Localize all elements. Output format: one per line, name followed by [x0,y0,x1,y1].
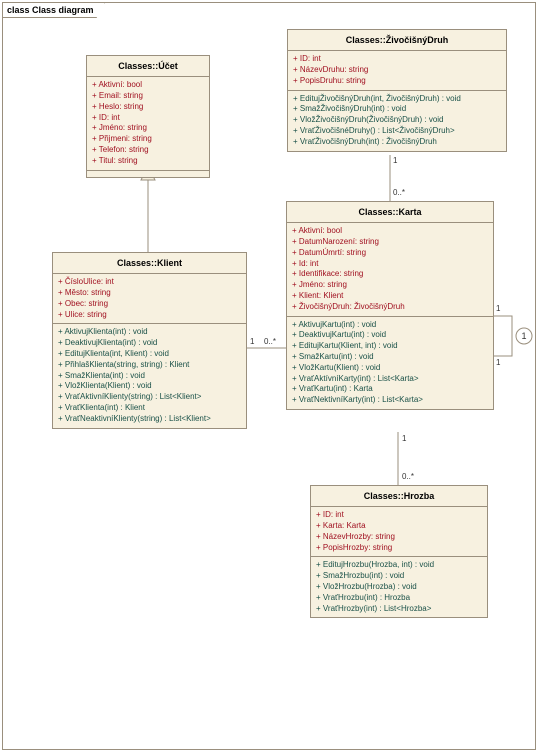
mult-label: 0..* [393,188,405,197]
method-row: + VraťHrozbu(int) : Hrozba [316,593,482,604]
method-row: + VložKartu(Klient) : void [292,363,488,374]
attr-row: + Email: string [92,91,204,102]
class-zd-methods: + EditujŽivočišnýDruh(int, ŽivočišnýDruh… [288,91,506,151]
class-karta-attrs: + Aktivní: bool + DatumNarození: string … [287,223,493,316]
attr-row: + Karta: Karta [316,521,482,532]
method-row: + SmažHrozbu(int) : void [316,571,482,582]
attr-row: + PopisHrozby: string [316,543,482,554]
method-row: + AktivujKartu(int) : void [292,320,488,331]
method-row: + VraťAktívníKarty(int) : List<Karta> [292,374,488,385]
attr-row: + PopisDruhu: string [293,76,501,87]
method-row: + VraťKlienta(int) : Klient [58,403,241,414]
class-hrozba-title: Classes::Hrozba [311,486,487,507]
attr-row: + NázevHrozby: string [316,532,482,543]
method-row: + SmažKartu(int) : void [292,352,488,363]
class-karta: Classes::Karta + Aktivní: bool + DatumNa… [286,201,494,410]
attr-row: + ID: int [316,510,482,521]
class-ucet-attrs: + Aktivní: bool + Email: string + Heslo:… [87,77,209,170]
attr-row: + Aktivní: bool [292,226,488,237]
diagram-title: class Class diagram [3,3,105,18]
method-row: + VložŽivočišnýDruh(ŽivočišnýDruh) : voi… [293,115,501,126]
method-row: + VraťŽivočišnýDruh(int) : ŽivočišnýDruh [293,137,501,148]
class-zd-attrs: + ID: int + NázevDruhu: string + PopisDr… [288,51,506,90]
method-row: + EditujHrozbu(Hrozba, int) : void [316,560,482,571]
method-row: + VložHrozbu(Hrozba) : void [316,582,482,593]
method-row: + EditujŽivočišnýDruh(int, ŽivočišnýDruh… [293,94,501,105]
attr-row: + DatumNarození: string [292,237,488,248]
method-row: + EditujKlienta(int, Klient) : void [58,349,241,360]
method-row: + VraťHrozby(int) : List<Hrozba> [316,604,482,615]
class-hrozba-attrs: + ID: int + Karta: Karta + NázevHrozby: … [311,507,487,557]
class-klient: Classes::Klient + ČísloUlice: int + Měst… [52,252,247,429]
method-row: + VraťNektivníKarty(int) : List<Karta> [292,395,488,406]
mult-label: 1 [250,337,254,346]
attr-row: + ID: int [92,113,204,124]
attr-row: + Identifikace: string [292,269,488,280]
method-row: + SmažŽivočišnýDruh(int) : void [293,104,501,115]
method-row: + VložKlienta(Klient) : void [58,381,241,392]
mult-label: 1 [496,358,500,367]
attr-row: + DatumÚmrtí: string [292,248,488,259]
attr-row: + Klient: Klient [292,291,488,302]
attr-row: + Ulice: string [58,310,241,321]
method-row: + VraťKartu(int) : Karta [292,384,488,395]
attr-row: + Heslo: string [92,102,204,113]
class-karta-methods: + AktivujKartu(int) : void + DeaktivujKa… [287,317,493,409]
attr-row: + Titul: string [92,156,204,167]
method-row: + PřihlašKlienta(string, string) : Klien… [58,360,241,371]
mult-label: 1 [496,304,500,313]
attr-row: + ŽivočišnýDruh: ŽivočišnýDruh [292,302,488,313]
method-row: + SmažKlienta(int) : void [58,371,241,382]
attr-row: + Telefon: string [92,145,204,156]
method-row: + DeaktivujKartu(int) : void [292,330,488,341]
class-klient-title: Classes::Klient [53,253,246,274]
method-row: + DeaktivujKlienta(int) : void [58,338,241,349]
attr-row: + NázevDruhu: string [293,65,501,76]
attr-row: + Obec: string [58,299,241,310]
class-hrozba: Classes::Hrozba + ID: int + Karta: Karta… [310,485,488,618]
mult-label: 0..* [402,472,414,481]
class-klient-attrs: + ČísloUlice: int + Město: string + Obec… [53,274,246,324]
class-hrozba-methods: + EditujHrozbu(Hrozba, int) : void + Sma… [311,557,487,617]
method-row: + VraťNeaktivníKlienty(string) : List<Kl… [58,414,241,425]
method-row: + AktivujKlienta(int) : void [58,327,241,338]
attr-row: + Aktivní: bool [92,80,204,91]
attr-row: + Jméno: string [92,123,204,134]
mult-label: 1 [393,156,397,165]
class-karta-title: Classes::Karta [287,202,493,223]
attr-row: + Jméno: string [292,280,488,291]
method-row: + VraťAktivníKlienty(string) : List<Klie… [58,392,241,403]
method-row: + EditujKartu(Klient, int) : void [292,341,488,352]
class-ucet: Classes::Účet + Aktivní: bool + Email: s… [86,55,210,178]
method-row: + VraťŽivočišnéDruhy() : List<ŽivočišnýD… [293,126,501,137]
attr-row: + ČísloUlice: int [58,277,241,288]
class-klient-methods: + AktivujKlienta(int) : void + Deaktivuj… [53,324,246,427]
class-ucet-methods [87,171,209,177]
attr-row: + Město: string [58,288,241,299]
attr-row: + ID: int [293,54,501,65]
attr-row: + Id: int [292,259,488,270]
attr-row: + Přijmeni: string [92,134,204,145]
class-ucet-title: Classes::Účet [87,56,209,77]
class-zivocisny-druh: Classes::ŽivočišnýDruh + ID: int + Název… [287,29,507,152]
mult-label: 1 [402,434,406,443]
mult-label: 0..* [264,337,276,346]
class-zivocisny-druh-title: Classes::ŽivočišnýDruh [288,30,506,51]
